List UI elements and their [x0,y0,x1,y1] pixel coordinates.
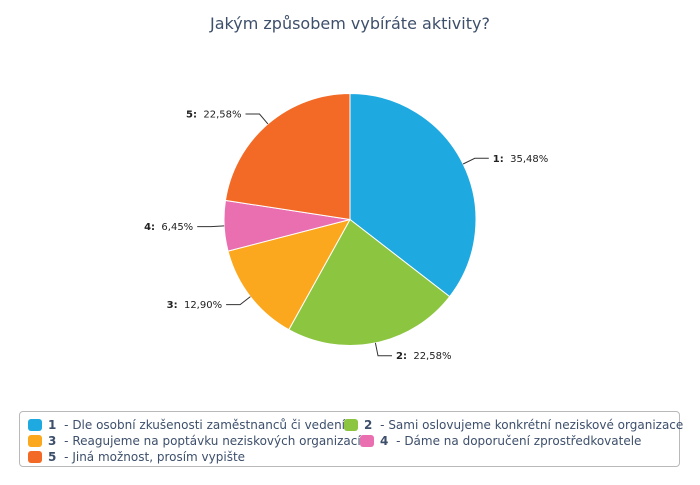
legend-swatch-5 [28,451,42,463]
legend-swatch-1 [28,419,42,431]
slice-label-3: 3: 12,90% [167,300,222,311]
legend-item-5: 5 - Jiná možnost, prosím vypište [28,449,245,465]
legend-swatch-2 [344,419,358,431]
legend: 1 - Dle osobní zkušenosti zaměstnanců či… [19,411,683,467]
chart-title: Jakým způsobem vybíráte aktivity? [210,14,490,33]
pie-chart: 1: 35,48% 2: 22,58% 3: 12,90% 4: 6,45% 5: 22… [144,92,548,362]
legend-label-2: - Sami oslovujeme konkrétní neziskové or… [376,418,684,432]
leader-line-5 [245,113,269,125]
legend-swatch-4 [360,435,374,447]
legend-number-3: 3 [48,434,57,448]
legend-swatch-3 [28,435,42,447]
slice-label-5: 5: 22,58% [186,110,241,121]
leader-line-4 [197,225,225,228]
legend-label-1: - Dle osobní zkušenosti zaměstnanců či v… [60,418,346,432]
leader-line-2 [374,342,392,357]
legend-item-1: 1 - Dle osobní zkušenosti zaměstnanců či… [28,417,345,433]
slice-label-1: 1: 35,48% [493,154,548,165]
legend-number-5: 5 [48,450,57,464]
slice-label-4: 4: 6,45% [144,222,193,233]
legend-number-4: 4 [380,434,389,448]
leader-line-3 [226,296,251,306]
legend-item-3: 3 - Reagujeme na poptávku neziskových or… [28,433,361,449]
legend-number-2: 2 [364,418,373,432]
pie-slice-3 [227,218,352,331]
legend-item-2: 2 - Sami oslovujeme konkrétní neziskové … [344,417,683,433]
leader-line-1 [462,157,489,165]
legend-number-1: 1 [48,418,57,432]
legend-label-3: - Reagujeme na poptávku neziskových orga… [60,434,361,448]
legend-label-5: - Jiná možnost, prosím vypište [60,450,246,464]
legend-label-4: - Dáme na doporučení zprostředkovatele [392,434,642,448]
pie-slice-1 [349,92,477,298]
slice-label-2: 2: 22,58% [396,351,451,362]
legend-item-4: 4 - Dáme na doporučení zprostředkovatele [360,433,641,449]
pie-slice-5 [224,92,351,221]
